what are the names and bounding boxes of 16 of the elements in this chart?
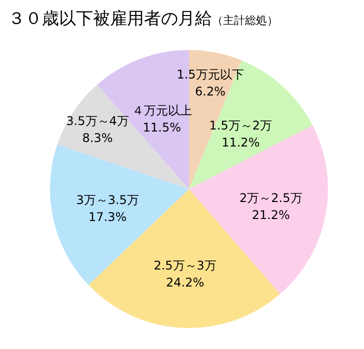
data-label: 11.5% [142, 120, 182, 134]
data-label: 6.2% [195, 84, 226, 98]
data-label: 24.2% [166, 275, 204, 290]
slice-label: 3.5万～4万 [66, 114, 129, 128]
chart-title: ３０歳以下被雇用者の月給 [8, 9, 212, 29]
data-label: 8.3% [82, 131, 113, 146]
slice-label: 2万～2.5万 [240, 190, 302, 205]
slice-label: ４万元以上 [132, 103, 192, 118]
slice-label: 2.5万～3万 [154, 258, 216, 272]
data-label: 11.2% [222, 136, 260, 150]
data-label: 17.3% [88, 210, 127, 224]
chart-subtitle: （主計総処） [212, 14, 278, 27]
data-label: 21.2% [252, 208, 290, 222]
slice-label: 1.5万元以下 [176, 67, 244, 82]
slice-label: 1.5万～2万 [209, 118, 272, 133]
slice-label: 3万～3.5万 [76, 193, 139, 208]
